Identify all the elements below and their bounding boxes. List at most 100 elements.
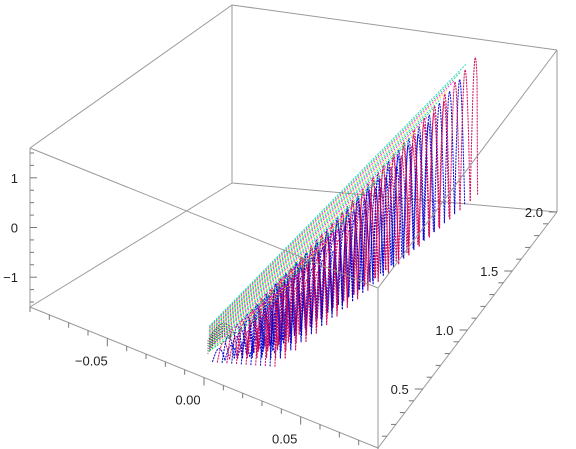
arc-curve-168 bbox=[398, 139, 410, 265]
arc-curve-60 bbox=[245, 307, 258, 365]
arc-curve-46 bbox=[332, 238, 345, 308]
ray-line-23 bbox=[209, 80, 455, 329]
arc-curve-166 bbox=[377, 163, 389, 283]
base-curve-4 bbox=[207, 325, 233, 344]
arc-curve-155 bbox=[454, 77, 466, 215]
arc-curve-174 bbox=[459, 67, 471, 211]
arc-curve-56 bbox=[327, 237, 339, 312]
arc-curve-151 bbox=[413, 124, 425, 250]
box-edge-top-back bbox=[231, 4, 558, 51]
arc-curve-91 bbox=[298, 255, 311, 335]
z-tick-label-0: 1 bbox=[11, 171, 18, 186]
ray-line-25 bbox=[209, 63, 468, 327]
ray-line-21 bbox=[209, 98, 442, 331]
ray-line-22 bbox=[209, 89, 448, 330]
y-tick-label-0: 0.5 bbox=[391, 382, 409, 397]
ray-line-19 bbox=[209, 116, 428, 333]
box-edge-top-left bbox=[29, 4, 233, 149]
base-curve-3 bbox=[207, 328, 233, 347]
ray-line-12 bbox=[209, 181, 378, 340]
arc-curve-138 bbox=[279, 272, 292, 359]
arc-curve-26 bbox=[311, 271, 324, 324]
ray-line-2 bbox=[209, 283, 292, 350]
arc-curve-12 bbox=[233, 328, 247, 359]
arc-curve-6 bbox=[229, 335, 243, 360]
base-curve-5 bbox=[207, 323, 233, 342]
ray-line-8 bbox=[209, 219, 347, 344]
bounding-box-back bbox=[29, 5, 558, 308]
arc-curve-150 bbox=[403, 136, 415, 259]
x-tick-label-2: 0.05 bbox=[272, 432, 297, 447]
arc-curve-89 bbox=[276, 276, 289, 351]
ray-line-20 bbox=[209, 107, 435, 332]
arc-curve-146 bbox=[362, 182, 374, 293]
arc-curve-74 bbox=[261, 292, 274, 359]
arc-curve-49 bbox=[251, 304, 264, 359]
box-edge-top-right bbox=[377, 49, 558, 289]
ray-line-4 bbox=[209, 260, 312, 348]
arc-curve-160 bbox=[315, 233, 328, 334]
arc-curve-141 bbox=[310, 239, 323, 335]
ray-line-18 bbox=[209, 125, 421, 334]
ray-line-24 bbox=[209, 71, 461, 328]
box-edge-back-left-bottom bbox=[29, 182, 233, 308]
arc-curve-68 bbox=[332, 228, 344, 309]
arc-curve-0 bbox=[211, 347, 226, 363]
arc-curve-169 bbox=[408, 128, 420, 256]
arc-curve-100 bbox=[395, 154, 408, 262]
arc-curve-175 bbox=[469, 55, 479, 202]
arc-curve-152 bbox=[423, 112, 435, 242]
y-tick-label-2: 1.5 bbox=[480, 264, 498, 279]
arc-curve-11 bbox=[221, 334, 235, 364]
arc-curve-173 bbox=[449, 81, 461, 220]
arc-curve-27 bbox=[231, 323, 244, 364]
arc-curve-153 bbox=[433, 101, 445, 233]
arc-curve-154 bbox=[443, 89, 456, 224]
ray-line-3 bbox=[209, 271, 302, 349]
arc-curve-75 bbox=[272, 282, 285, 351]
ray-line-6 bbox=[209, 239, 330, 346]
x-tick-label-0: −0.05 bbox=[75, 353, 108, 368]
ray-line-5 bbox=[209, 249, 321, 347]
box-edge-top-front bbox=[29, 147, 379, 289]
axis-tick-labels: −0.05 0.00 0.05 0.5 1.0 1.5 2.0 1 0 −1 bbox=[3, 171, 543, 447]
arc-curve-116 bbox=[402, 143, 414, 257]
arc-curve-137 bbox=[269, 283, 281, 367]
z-tick-label-1: 0 bbox=[11, 221, 18, 236]
ray-line-15 bbox=[209, 153, 400, 337]
bounding-box-front bbox=[29, 4, 558, 449]
y-tick-label-1: 1.0 bbox=[435, 323, 453, 338]
ray-line-9 bbox=[209, 209, 355, 343]
arc-curve-161 bbox=[326, 221, 338, 326]
arc-curve-61 bbox=[256, 298, 269, 359]
ray-line-0 bbox=[209, 314, 262, 352]
ray-line-16 bbox=[209, 144, 407, 336]
arc-curve-148 bbox=[382, 159, 395, 276]
arc-curve-167 bbox=[387, 151, 400, 274]
arc-curve-156 bbox=[274, 278, 286, 367]
arc-curve-38 bbox=[246, 309, 259, 359]
z-tick-label-2: −1 bbox=[3, 270, 18, 285]
data-curves bbox=[207, 55, 479, 367]
arc-curve-172 bbox=[439, 93, 451, 229]
arc-curve-73 bbox=[250, 302, 263, 366]
base-curve-1 bbox=[207, 333, 233, 352]
ray-line-17 bbox=[209, 134, 414, 335]
ray-line-7 bbox=[209, 229, 339, 345]
ray-line-11 bbox=[209, 190, 371, 341]
arc-curve-128 bbox=[357, 190, 369, 295]
ray-line-14 bbox=[209, 162, 393, 338]
arc-curve-19 bbox=[237, 322, 249, 359]
arc-curve-103 bbox=[270, 282, 282, 359]
arc-curve-163 bbox=[346, 198, 359, 309]
base-curve-0 bbox=[207, 335, 233, 354]
base-curve-2 bbox=[207, 330, 233, 349]
y-tick-label-3: 2.0 bbox=[525, 205, 543, 220]
arc-curve-170 bbox=[418, 115, 430, 247]
ray-line-10 bbox=[209, 200, 363, 342]
arc-curve-147 bbox=[372, 171, 384, 285]
axis-ticks bbox=[29, 152, 557, 449]
arc-curve-162 bbox=[336, 210, 348, 317]
arc-curve-139 bbox=[290, 261, 302, 351]
